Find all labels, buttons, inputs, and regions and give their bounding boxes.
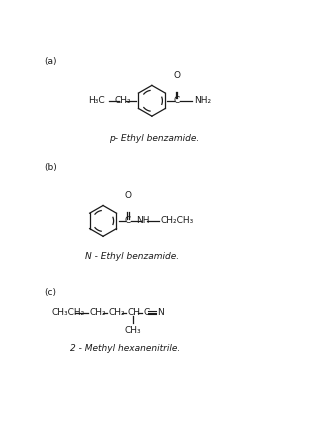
Text: H₃C: H₃C [88, 96, 105, 105]
Text: CH₃: CH₃ [124, 326, 141, 335]
Text: (a): (a) [44, 57, 57, 66]
Text: 2 - Methyl hexanenitrile.: 2 - Methyl hexanenitrile. [70, 344, 180, 353]
Text: (c): (c) [44, 288, 56, 297]
Text: CH₂CH₃: CH₂CH₃ [161, 217, 194, 225]
Text: N: N [157, 308, 164, 317]
Text: CH: CH [128, 308, 141, 317]
Text: CH₂: CH₂ [89, 308, 106, 317]
Text: C: C [143, 308, 149, 317]
Text: NH: NH [137, 217, 150, 225]
Text: p- Ethyl benzamide.: p- Ethyl benzamide. [109, 134, 199, 143]
Text: C: C [125, 217, 131, 225]
Text: CH₃CH₂: CH₃CH₂ [51, 308, 84, 317]
Text: C: C [173, 96, 180, 105]
Text: O: O [173, 71, 180, 80]
Text: NH₂: NH₂ [195, 96, 212, 105]
Text: O: O [125, 191, 131, 200]
Text: N - Ethyl benzamide.: N - Ethyl benzamide. [85, 251, 179, 261]
Text: (b): (b) [44, 163, 57, 172]
Text: CH₂: CH₂ [108, 308, 125, 317]
Text: CH₂: CH₂ [114, 96, 131, 105]
